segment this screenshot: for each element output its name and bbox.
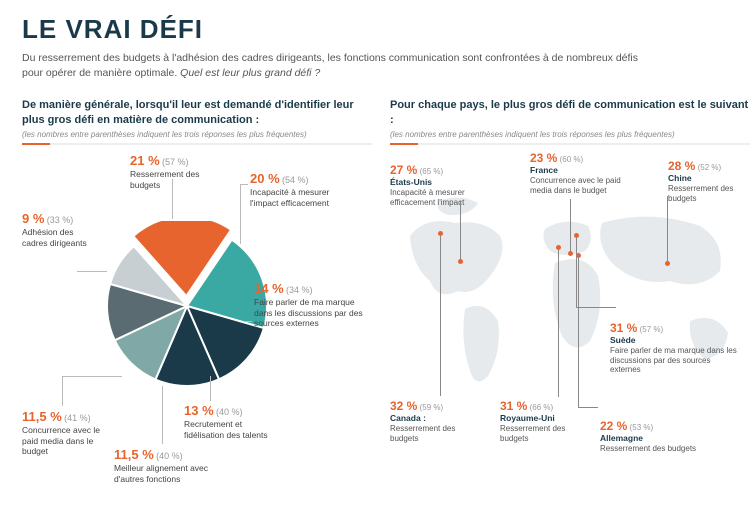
- mpct-5: 31 %: [610, 321, 637, 335]
- paren-3: (40 %): [216, 407, 243, 417]
- mcty-5: Suède: [610, 335, 636, 345]
- mcall-se: 31 % (57 %) Suède Faire parler de ma mar…: [610, 321, 740, 375]
- leader-4: [162, 386, 163, 444]
- mleader-6h: [578, 407, 598, 408]
- mdesc-6: Resserrement des budgets: [600, 444, 696, 453]
- mcall-uk: 31 % (66 %) Royaume-Uni Resserrement des…: [500, 399, 590, 443]
- page-title: LE VRAI DÉFI: [22, 14, 728, 45]
- mcall-fr: 23 % (60 %) France Concurrence avec le p…: [530, 151, 640, 195]
- paren-0: (57 %): [162, 157, 189, 167]
- pie-chart: [102, 221, 272, 391]
- mdesc-2: Resserrement des budgets: [668, 184, 733, 203]
- intro-question: Quel est leur plus grand défi ?: [180, 67, 320, 79]
- pct-4: 11,5 %: [114, 447, 154, 462]
- paren-6: (33 %): [47, 215, 74, 225]
- mcty-6: Allemagne: [600, 433, 643, 443]
- callout-align: 11,5 % (40 %) Meilleur alignement avec d…: [114, 447, 224, 485]
- mpct-6: 22 %: [600, 419, 627, 433]
- pct-1: 20 %: [250, 171, 280, 186]
- mpct-3: 32 %: [390, 399, 417, 413]
- mparen-3: (59 %): [420, 403, 444, 412]
- right-rule: [390, 143, 750, 145]
- mleader-5v: [576, 237, 577, 307]
- callout-marque: 14 % (34 %) Faire parler de ma marque da…: [254, 281, 364, 329]
- mcty-2: Chine: [668, 173, 692, 183]
- dot-china: [665, 261, 670, 266]
- mleader-6v: [578, 257, 579, 407]
- mparen-5: (57 %): [640, 325, 664, 334]
- mcty-4: Royaume-Uni: [500, 413, 555, 423]
- mpct-2: 28 %: [668, 159, 695, 173]
- pct-6: 9 %: [22, 211, 44, 226]
- pct-3: 13 %: [184, 403, 214, 418]
- left-rule: [22, 143, 372, 145]
- pie-area: 21 % (57 %) Resserrement des budgets 20 …: [22, 151, 372, 491]
- mparen-4: (66 %): [530, 403, 554, 412]
- mcall-us: 27 % (65 %) États-Unis Incapacité à mesu…: [390, 163, 510, 207]
- left-heading: De manière générale, lorsqu'il leur est …: [22, 98, 372, 127]
- lbl-0: Resserrement des budgets: [130, 169, 199, 190]
- mcty-3: Canada :: [390, 413, 426, 423]
- mleader-5h: [576, 307, 616, 308]
- mpct-1: 23 %: [530, 151, 557, 165]
- mdesc-5: Faire parler de ma marque dans les discu…: [610, 346, 737, 374]
- mpct-0: 27 %: [390, 163, 417, 177]
- pct-2: 14 %: [254, 281, 284, 296]
- mdesc-0: Incapacité à mesurer efficacement l'impa…: [390, 188, 465, 207]
- dot-us: [458, 259, 463, 264]
- lbl-5: Concurrence avec le paid media dans le b…: [22, 425, 100, 456]
- callout-recrut: 13 % (40 %) Recrutement et fidélisation …: [184, 403, 284, 441]
- callout-concur: 11,5 % (41 %) Concurrence avec le paid m…: [22, 409, 102, 457]
- lbl-2: Faire parler de ma marque dans les discu…: [254, 297, 363, 328]
- callout-adhesion: 9 % (33 %) Adhésion des cadres dirigeant…: [22, 211, 92, 249]
- paren-1: (54 %): [282, 175, 309, 185]
- leader-3: [210, 376, 211, 401]
- paren-4: (40 %): [156, 451, 183, 461]
- mdesc-4: Resserrement des budgets: [500, 424, 565, 443]
- mparen-2: (52 %): [698, 163, 722, 172]
- mleader-4: [558, 249, 559, 397]
- mleader-1: [570, 199, 571, 251]
- mdesc-1: Concurrence avec le paid media dans le b…: [530, 176, 621, 195]
- paren-2: (34 %): [286, 285, 313, 295]
- mpct-4: 31 %: [500, 399, 527, 413]
- mcall-de: 22 % (53 %) Allemagne Resserrement des b…: [600, 419, 700, 454]
- mleader-3: [440, 236, 441, 396]
- mdesc-3: Resserrement des budgets: [390, 424, 455, 443]
- mparen-1: (60 %): [560, 155, 584, 164]
- mcall-ca: 32 % (59 %) Canada : Resserrement des bu…: [390, 399, 480, 443]
- lbl-6: Adhésion des cadres dirigeants: [22, 227, 87, 248]
- right-note: (les nombres entre parenthèses indiquent…: [390, 130, 750, 139]
- mcall-cn: 28 % (52 %) Chine Resserrement des budge…: [668, 159, 748, 203]
- right-column: Pour chaque pays, le plus gros défi de c…: [390, 98, 750, 491]
- leader-6: [77, 271, 107, 272]
- leader-0: [172, 179, 173, 219]
- intro-plain: Du resserrement des budgets à l'adhésion…: [22, 52, 638, 79]
- pct-0: 21 %: [130, 153, 160, 168]
- pct-5: 11,5 %: [22, 409, 62, 424]
- intro-text: Du resserrement des budgets à l'adhésion…: [22, 51, 642, 80]
- leader-5v: [62, 376, 63, 406]
- mcty-0: États-Unis: [390, 177, 432, 187]
- mcty-1: France: [530, 165, 558, 175]
- leader-1v: [240, 184, 241, 244]
- mparen-0: (65 %): [420, 167, 444, 176]
- leader-5h: [62, 376, 122, 377]
- paren-5: (41 %): [64, 413, 91, 423]
- lbl-3: Recrutement et fidélisation des talents: [184, 419, 268, 440]
- callout-impact: 20 % (54 %) Incapacité à mesurer l'impac…: [250, 171, 350, 209]
- mparen-6: (53 %): [630, 423, 654, 432]
- dot-france: [568, 251, 573, 256]
- leader-1h: [240, 184, 248, 185]
- lbl-4: Meilleur alignement avec d'autres foncti…: [114, 463, 208, 484]
- mleader-0: [460, 201, 461, 259]
- lbl-1: Incapacité à mesurer l'impact efficaceme…: [250, 187, 329, 208]
- right-heading: Pour chaque pays, le plus gros défi de c…: [390, 98, 750, 127]
- left-note: (les nombres entre parenthèses indiquent…: [22, 130, 372, 139]
- map-area: 27 % (65 %) États-Unis Incapacité à mesu…: [390, 151, 750, 491]
- callout-budgets: 21 % (57 %) Resserrement des budgets: [130, 153, 210, 191]
- mleader-2: [667, 196, 668, 261]
- leader-2: [244, 321, 252, 322]
- left-column: De manière générale, lorsqu'il leur est …: [22, 98, 372, 491]
